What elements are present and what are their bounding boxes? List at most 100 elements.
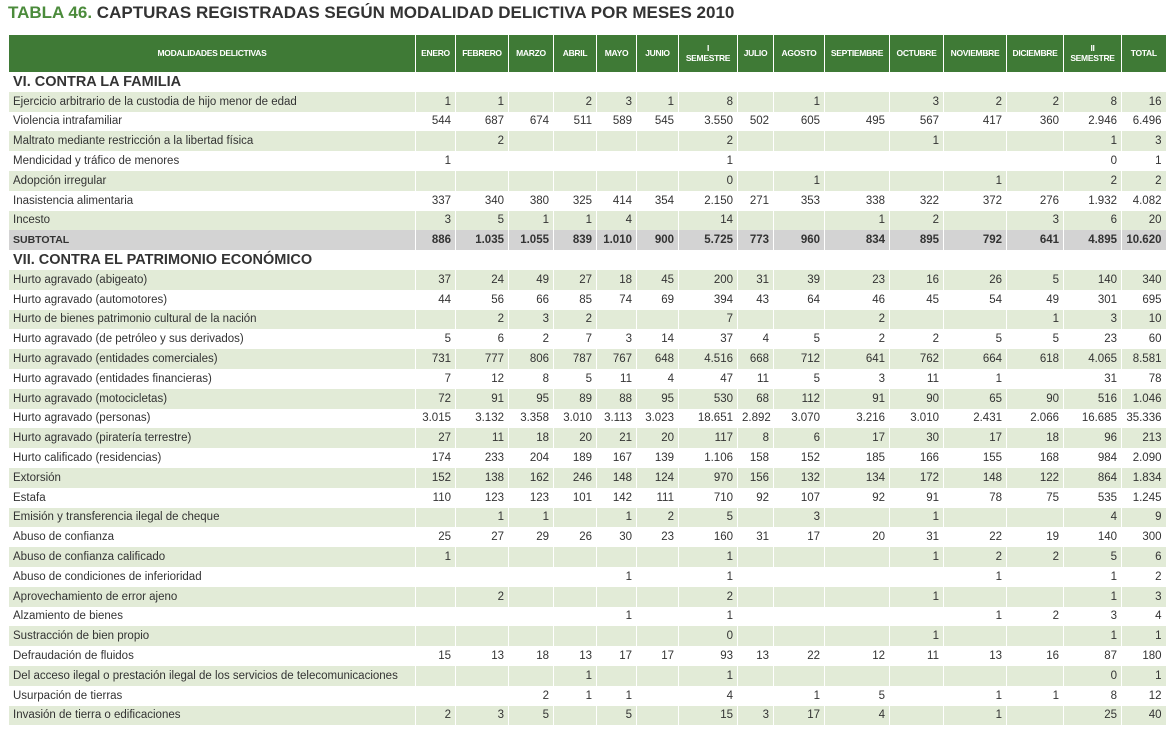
row-label: Hurto calificado (residencias)	[8, 448, 416, 468]
data-row: Hurto agravado (motocicletas) 72 91 95 89 88 9…	[8, 388, 1166, 409]
cell: 338	[824, 190, 890, 211]
cell: 864	[1063, 467, 1122, 488]
cell: 2	[1006, 547, 1064, 567]
cell: 13	[943, 646, 1007, 666]
cell: 7	[678, 309, 738, 330]
cell	[943, 507, 1007, 528]
cell: 30	[596, 527, 637, 548]
cell: 2	[1006, 606, 1064, 627]
cell	[773, 566, 825, 587]
cell: 134	[824, 467, 890, 488]
data-row: Hurto agravado (automotores) 44 56 66 85 74 69…	[8, 289, 1166, 310]
cell: 138	[455, 467, 509, 488]
cell: 14	[636, 329, 679, 350]
cell: 712	[773, 349, 825, 369]
cell: 148	[596, 467, 637, 488]
cell: 1	[1121, 151, 1166, 171]
cell	[636, 665, 679, 686]
cell	[455, 151, 509, 171]
cell	[889, 606, 944, 627]
row-label: Abuso de confianza calificado	[8, 547, 416, 567]
cell	[455, 606, 509, 627]
cell: 3.113	[596, 408, 637, 429]
cell: 3	[596, 91, 637, 112]
cell: 6	[455, 329, 509, 350]
cell	[737, 606, 774, 627]
column-header: OCTUBRE	[889, 35, 944, 72]
cell: 6	[1121, 547, 1166, 567]
cell: 5	[553, 368, 597, 389]
cell	[636, 705, 679, 726]
column-header: FEBRERO	[455, 35, 509, 72]
cell: 31	[889, 527, 944, 548]
cell: 18	[508, 646, 554, 666]
column-header: I SEMESTRE	[678, 35, 738, 72]
cell: 20	[1121, 210, 1166, 231]
row-label: Hurto agravado (abigeato)	[8, 269, 416, 290]
cell: 92	[824, 487, 890, 508]
column-header: JULIO	[737, 35, 774, 72]
subtotal-row: SUBTOTAL 886 1.035 1.055 839 1.010 900 5.725 773…	[8, 230, 1166, 251]
cell: 2	[943, 91, 1007, 112]
cell: 18	[1006, 428, 1064, 449]
cell: 2.150	[678, 190, 738, 211]
row-label: Estafa	[8, 487, 416, 508]
cell	[636, 606, 679, 627]
cell: 148	[943, 467, 1007, 488]
cell: 8	[508, 368, 554, 389]
row-label: Adopción irregular	[8, 170, 416, 191]
data-row: Mendicidad y tráfico de menores 1 1 0 1	[8, 151, 1166, 171]
row-label: Inasistencia alimentaria	[8, 190, 416, 211]
cell: 11	[596, 368, 637, 389]
row-label: Mendicidad y tráfico de menores	[8, 151, 416, 171]
cell: 15	[415, 646, 456, 666]
cell: 4	[596, 210, 637, 231]
cell: 93	[678, 646, 738, 666]
cell	[596, 626, 637, 647]
cell: 641	[1006, 230, 1064, 251]
cell: 2	[943, 547, 1007, 567]
cell	[596, 151, 637, 171]
column-header: JUNIO	[636, 35, 679, 72]
cell: 64	[773, 289, 825, 310]
cell: 11	[737, 368, 774, 389]
cell	[415, 665, 456, 686]
cell: 648	[636, 349, 679, 369]
row-label: Invasión de tierra o edificaciones	[8, 705, 416, 726]
cell: 78	[943, 487, 1007, 508]
cell: 8	[678, 91, 738, 112]
cell: 101	[553, 487, 597, 508]
cell: 66	[508, 289, 554, 310]
cell	[1006, 665, 1064, 686]
cell	[596, 547, 637, 567]
cell	[636, 151, 679, 171]
cell: 20	[824, 527, 890, 548]
cell: 5	[415, 329, 456, 350]
cell	[553, 626, 597, 647]
table-title: CAPTURAS REGISTRADAS SEGÚN MODALIDAD DEL…	[96, 3, 735, 22]
data-row: Invasión de tierra o edificaciones 2 3 5 5 15…	[8, 705, 1166, 726]
cell: 124	[636, 467, 679, 488]
column-header: ENERO	[415, 35, 456, 72]
cell: 23	[636, 527, 679, 548]
data-row: Hurto calificado (residencias) 174 233 204 1…	[8, 448, 1166, 468]
cell: 276	[1006, 190, 1064, 211]
data-row: Defraudación de fluidos 15 13 18 13 17 17 93 13 2…	[8, 646, 1166, 666]
cell	[508, 170, 554, 191]
cell: 687	[455, 111, 509, 132]
cell	[824, 91, 890, 112]
cell: 325	[553, 190, 597, 211]
cell: 4	[678, 685, 738, 706]
cell: 6	[1063, 210, 1122, 231]
cell	[596, 665, 637, 686]
cell: 1.046	[1121, 388, 1166, 409]
cell: 5	[678, 507, 738, 528]
cell: 2	[636, 507, 679, 528]
cell: 40	[1121, 705, 1166, 726]
cell: 3	[455, 705, 509, 726]
section-title: VII. CONTRA EL PATRIMONIO ECONÓMICO	[8, 250, 1166, 270]
cell	[415, 685, 456, 706]
cell: 1	[553, 685, 597, 706]
row-label: Ejercicio arbitrario de la custodia de h…	[8, 91, 416, 112]
